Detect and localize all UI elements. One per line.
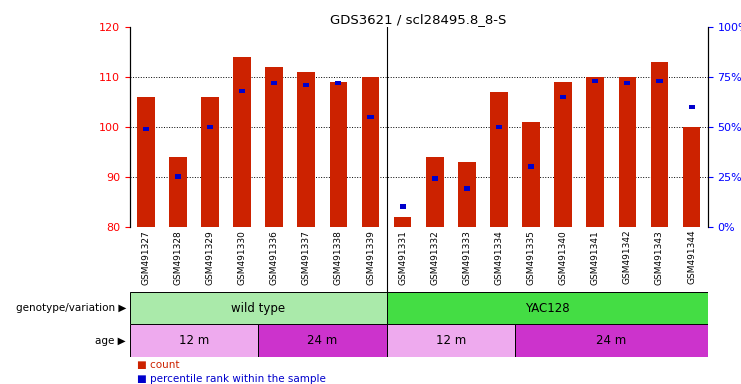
Bar (258, 324, 387, 357)
Bar (130, 324, 258, 357)
Text: YAC128: YAC128 (525, 302, 569, 314)
Text: ■ count: ■ count (137, 360, 179, 370)
Bar (169, 157, 187, 227)
Text: ■ percentile rank within the sample: ■ percentile rank within the sample (137, 374, 326, 384)
Text: GSM491330: GSM491330 (238, 230, 247, 285)
Bar (431, 176, 438, 181)
Bar (239, 89, 245, 93)
Text: GSM491341: GSM491341 (591, 230, 599, 285)
Bar (368, 114, 373, 119)
Text: wild type: wild type (231, 302, 285, 314)
Bar (207, 124, 213, 129)
Text: GSM491340: GSM491340 (559, 230, 568, 285)
Text: GSM491338: GSM491338 (334, 230, 343, 285)
Bar (682, 127, 700, 227)
Bar (303, 83, 310, 87)
Text: age ▶: age ▶ (96, 336, 126, 346)
Text: GSM491337: GSM491337 (302, 230, 310, 285)
Text: GSM491336: GSM491336 (270, 230, 279, 285)
Text: GSM491331: GSM491331 (398, 230, 407, 285)
Bar (271, 81, 277, 85)
Bar (233, 57, 251, 227)
Bar (130, 292, 387, 324)
Bar (657, 79, 662, 83)
Bar (201, 97, 219, 227)
Text: GSM491333: GSM491333 (462, 230, 471, 285)
Bar (362, 77, 379, 227)
Text: GSM491328: GSM491328 (173, 230, 182, 285)
Bar (137, 97, 155, 227)
Text: GSM491342: GSM491342 (623, 230, 632, 285)
Bar (458, 162, 476, 227)
Bar (688, 104, 695, 109)
Bar (651, 62, 668, 227)
Bar (426, 157, 444, 227)
Bar (297, 72, 315, 227)
Text: GSM491343: GSM491343 (655, 230, 664, 285)
Title: GDS3621 / scl28495.8_8-S: GDS3621 / scl28495.8_8-S (330, 13, 507, 26)
Text: GSM491335: GSM491335 (527, 230, 536, 285)
Bar (387, 292, 708, 324)
Bar (330, 82, 348, 227)
Text: 12 m: 12 m (179, 334, 209, 347)
Bar (393, 217, 411, 227)
Text: 24 m: 24 m (597, 334, 626, 347)
Bar (515, 324, 708, 357)
Bar (464, 186, 470, 191)
Bar (142, 126, 149, 131)
Text: 12 m: 12 m (436, 334, 466, 347)
Bar (387, 324, 515, 357)
Bar (619, 77, 637, 227)
Text: GSM491332: GSM491332 (431, 230, 439, 285)
Bar (335, 81, 342, 85)
Bar (399, 204, 406, 209)
Bar (175, 174, 181, 179)
Bar (560, 94, 566, 99)
Bar (586, 77, 604, 227)
Bar (624, 81, 631, 85)
Text: GSM491327: GSM491327 (142, 230, 150, 285)
Text: GSM491329: GSM491329 (205, 230, 214, 285)
Bar (496, 124, 502, 129)
Bar (554, 82, 572, 227)
Text: GSM491334: GSM491334 (494, 230, 503, 285)
Text: GSM491344: GSM491344 (687, 230, 696, 285)
Bar (522, 122, 540, 227)
Bar (490, 92, 508, 227)
Bar (592, 79, 599, 83)
Text: GSM491339: GSM491339 (366, 230, 375, 285)
Text: 24 m: 24 m (308, 334, 337, 347)
Text: genotype/variation ▶: genotype/variation ▶ (16, 303, 126, 313)
Bar (528, 164, 534, 169)
Bar (265, 67, 283, 227)
